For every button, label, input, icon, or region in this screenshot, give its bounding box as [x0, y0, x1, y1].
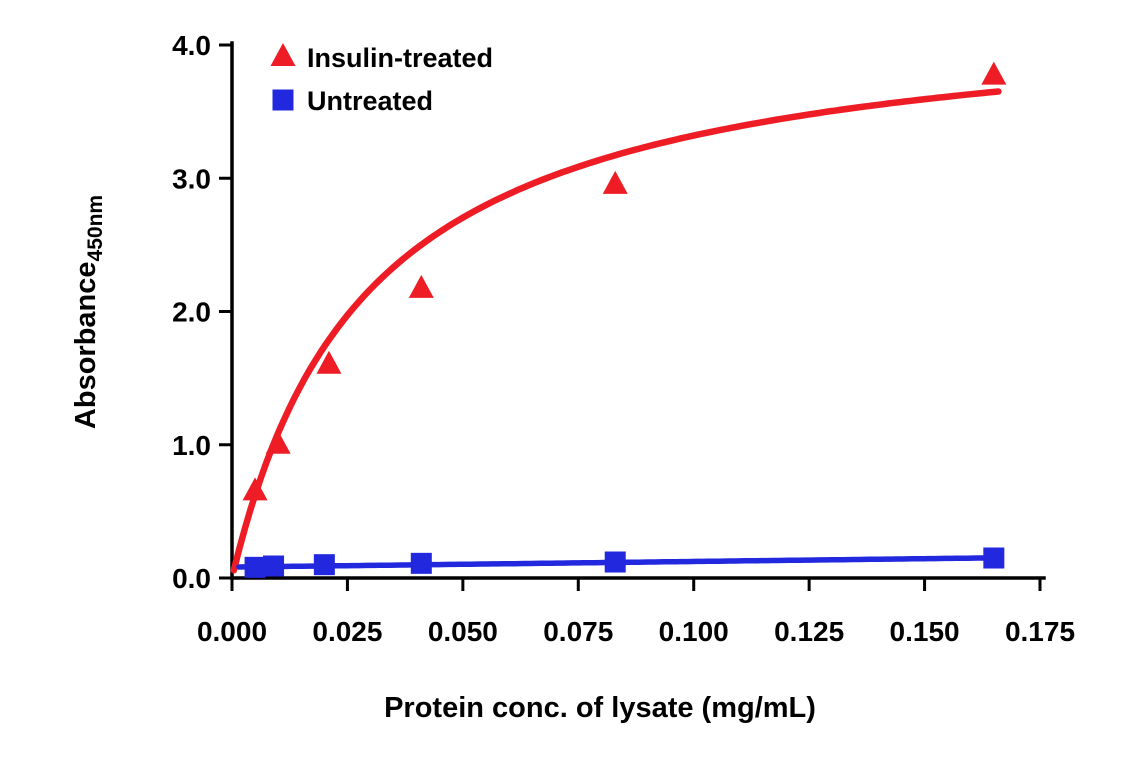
y-axis-title: Absorbance450nm: [70, 195, 107, 429]
square-marker-icon: [410, 552, 432, 574]
triangle-icon: [270, 43, 296, 66]
legend-item: Untreated: [272, 86, 433, 116]
triangle-marker-icon: [602, 170, 628, 194]
x-tick-label: 0.150: [890, 616, 960, 647]
triangle-marker-icon: [408, 274, 434, 298]
y-tick-label: 1.0: [172, 430, 211, 461]
square-marker-icon: [244, 556, 266, 578]
x-tick-label: 0.100: [659, 616, 729, 647]
triangle-marker-icon: [242, 477, 268, 501]
legend-item: Insulin-treated: [270, 43, 493, 73]
x-tick-label: 0.175: [1005, 616, 1075, 647]
x-tick-label: 0.125: [774, 616, 844, 647]
x-axis-ticks: 0.000 0.025 0.050 0.075 0.100 0.125 0.150 0.175: [197, 578, 1075, 647]
x-axis-title: Protein conc. of lysate (mg/mL): [384, 692, 816, 724]
x-tick-label: 0.025: [312, 616, 382, 647]
x-tick-label: 0.050: [428, 616, 498, 647]
y-tick-label: 0.0: [172, 563, 211, 594]
triangle-marker-icon: [265, 430, 291, 454]
square-marker-icon: [313, 554, 335, 576]
series-insulin-treated: [230, 61, 1007, 574]
square-marker-icon: [604, 551, 626, 573]
legend-label: Insulin-treated: [307, 43, 493, 73]
square-marker-icon: [983, 547, 1005, 569]
y-tick-label: 3.0: [172, 163, 211, 194]
legend: Insulin-treated Untreated: [270, 43, 493, 116]
x-tick-label: 0.075: [543, 616, 613, 647]
fit-curve: [230, 88, 1002, 574]
y-tick-label: 2.0: [172, 297, 211, 328]
y-axis-ticks: 0.0 1.0 2.0 3.0 4.0: [172, 30, 232, 594]
triangle-marker-icon: [981, 61, 1007, 85]
y-tick-label: 4.0: [172, 30, 211, 61]
square-marker-icon: [263, 555, 285, 577]
series-untreated: [236, 547, 1005, 578]
triangle-marker-icon: [316, 350, 342, 374]
x-tick-label: 0.000: [197, 616, 267, 647]
square-icon: [272, 89, 294, 111]
legend-label: Untreated: [307, 86, 433, 116]
